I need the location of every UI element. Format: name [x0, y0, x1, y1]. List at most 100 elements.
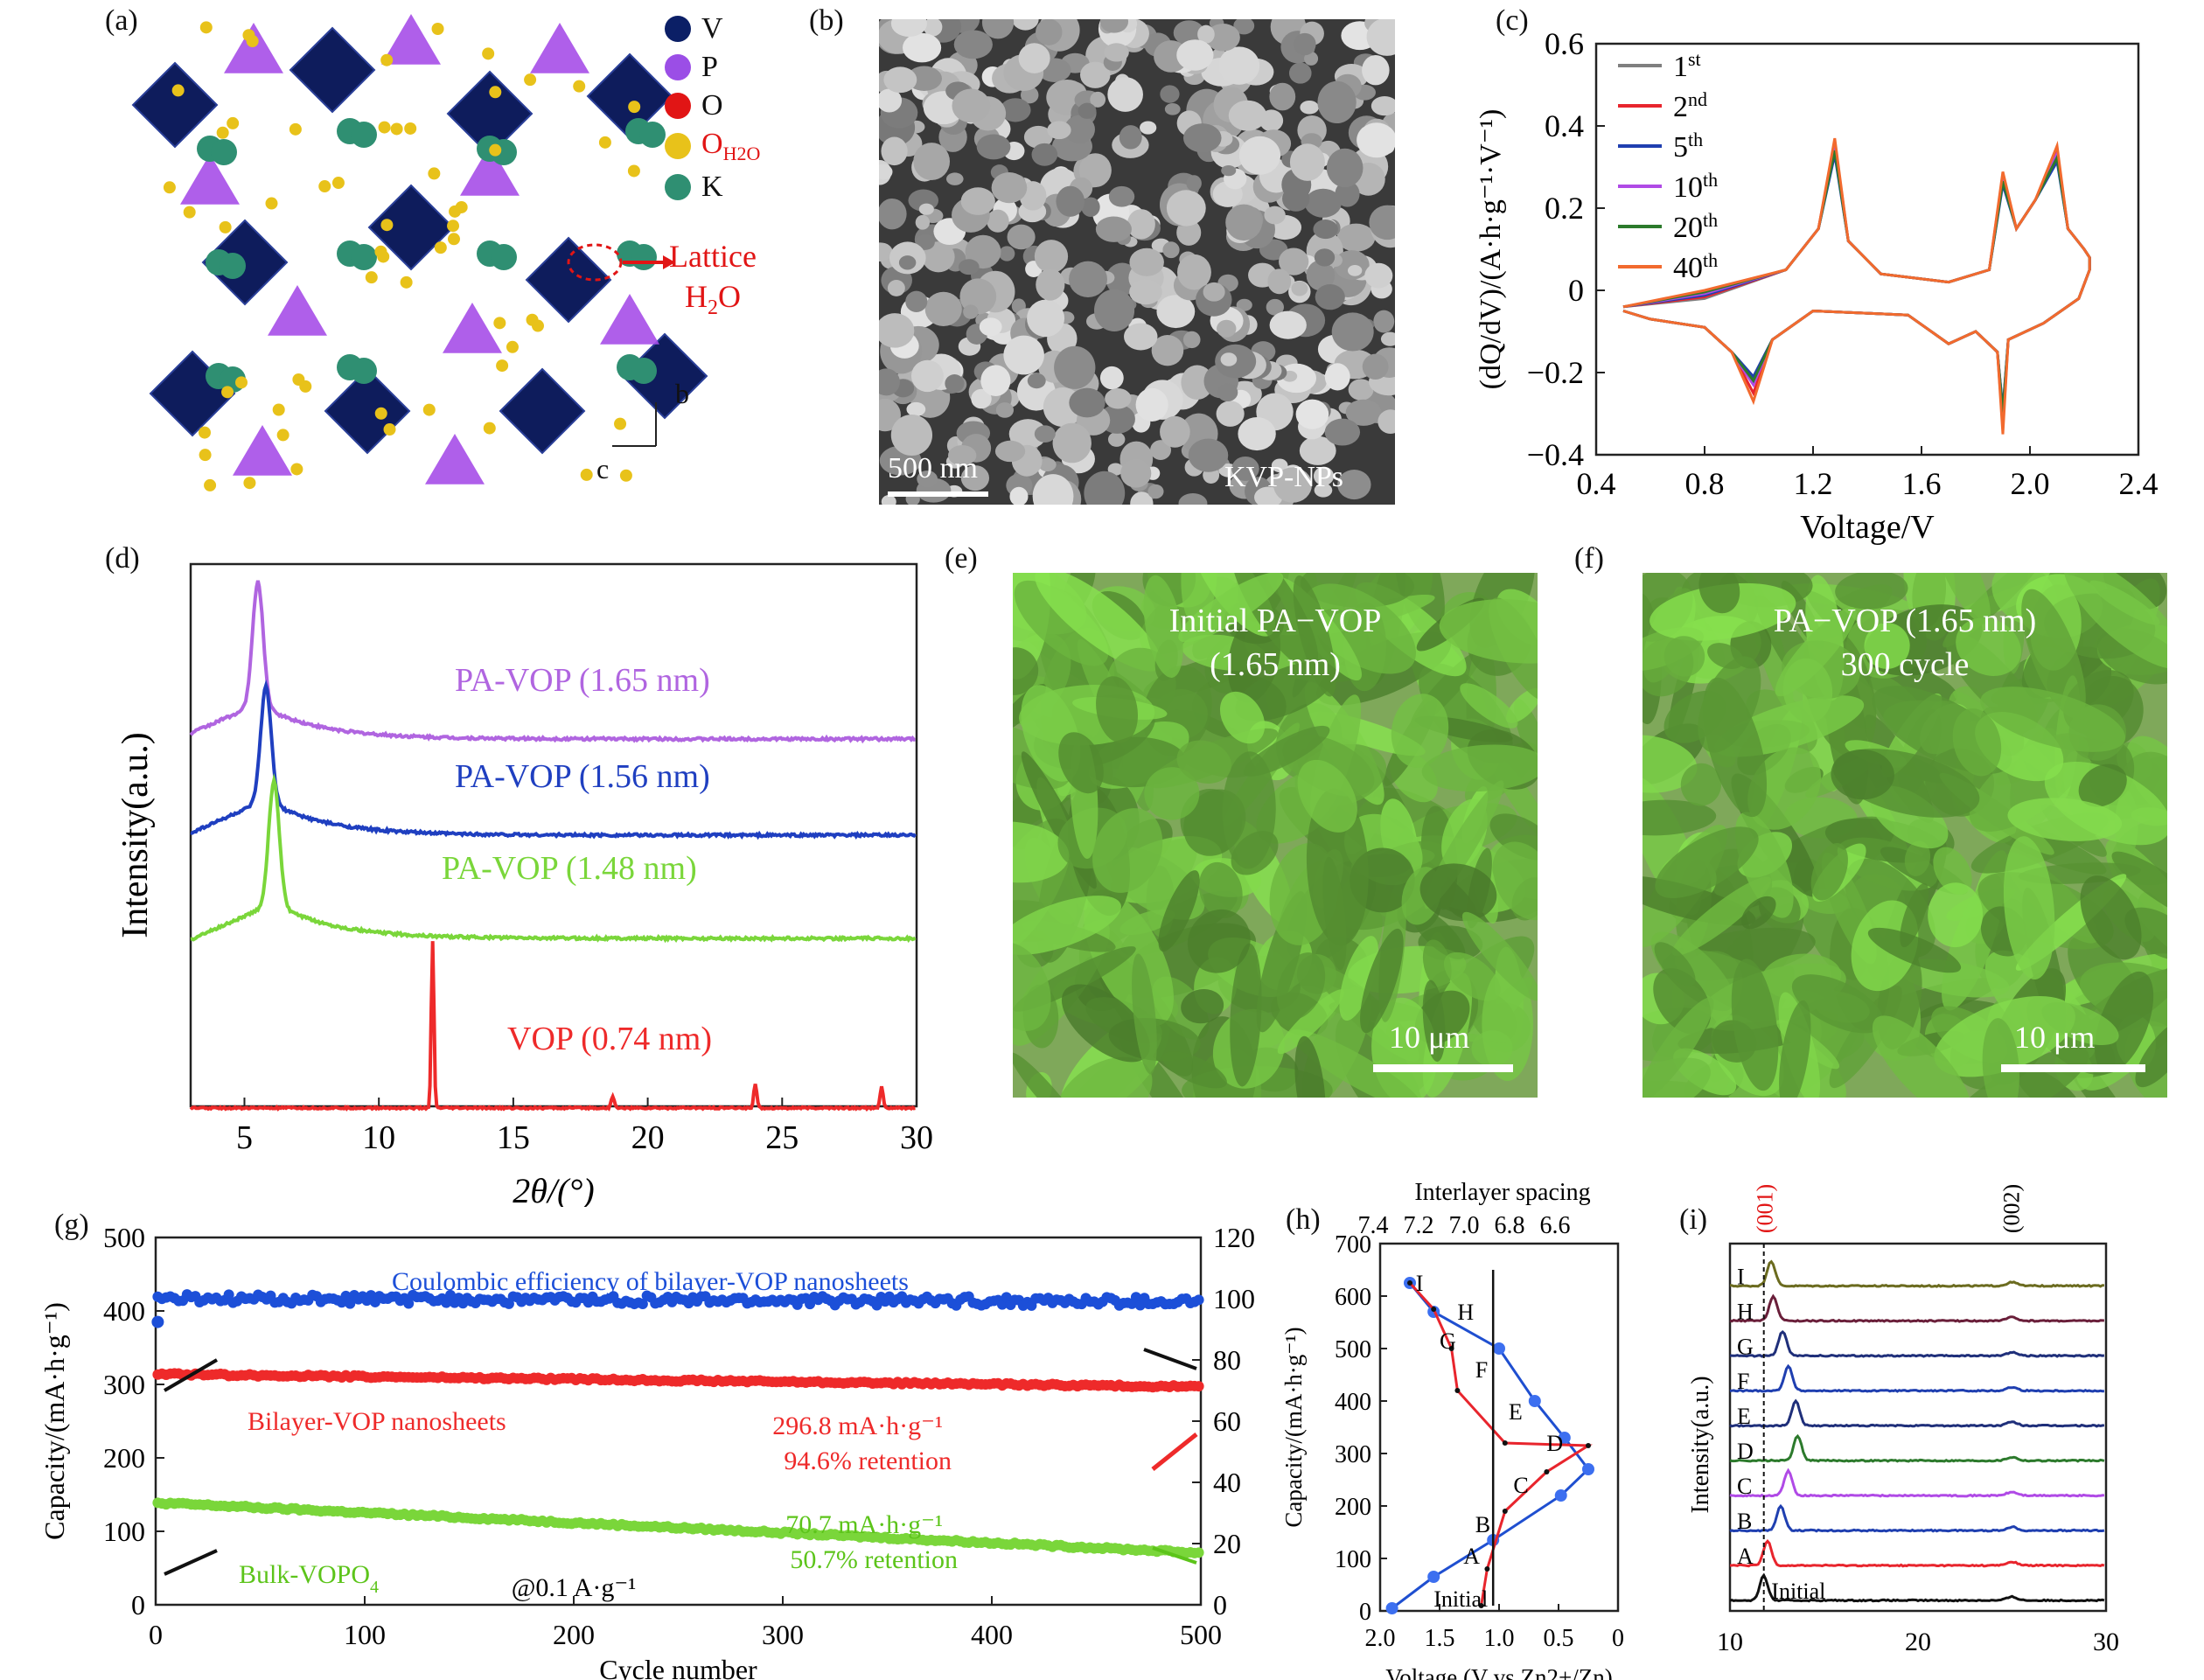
- sem-particle: [1099, 19, 1129, 33]
- sem-particle: [1337, 470, 1371, 500]
- x-axis-label: 2θ/(°): [1887, 1676, 1949, 1680]
- chart-dqdv: 0.4 0.8 1.2 1.6 2.0 2.4 −0.4 −0.2 0 0.2 0.4 0.6 Volt…: [1475, 26, 2159, 546]
- sem-particle: [1197, 24, 1215, 44]
- sem-flake: [1782, 658, 1833, 723]
- panel-b: (b) 500 nm KVP-NPs: [805, 0, 1417, 507]
- sem-flake: [2063, 573, 2167, 669]
- water-oxygen: [447, 233, 460, 246]
- sem-particle: [1216, 401, 1245, 427]
- sem-particle: [879, 313, 915, 348]
- data-point: [223, 1289, 234, 1300]
- y-tick-label: 400: [1335, 1389, 1371, 1416]
- sem-particle: [953, 30, 993, 59]
- sem-flake: [1439, 599, 1538, 664]
- x-tick-label: 15: [497, 1119, 530, 1156]
- water-oxygen: [235, 376, 248, 389]
- scalebar-label: 10 μm: [1389, 1020, 1470, 1055]
- sem-flake: [1132, 953, 1157, 1075]
- water-oxygen: [219, 220, 232, 234]
- sem-particle: [1314, 248, 1336, 267]
- water-oxygen: [506, 340, 519, 353]
- sem-flake: [1698, 573, 1740, 614]
- sem-particle: [915, 214, 931, 230]
- sem-flake: [1056, 1056, 1153, 1098]
- sem-particle: [1078, 153, 1112, 188]
- y-axis-label: (dQ/dV)/(A·h·g⁻¹·V⁻¹): [1475, 109, 1507, 390]
- vo6-octahedron: [289, 26, 376, 114]
- sem-particle: [1081, 197, 1100, 217]
- sem-particle: [917, 471, 938, 488]
- annotation: @0.1 A·g⁻¹: [512, 1573, 636, 1602]
- sem-flake: [1181, 988, 1224, 1024]
- water-oxygen: [493, 317, 506, 330]
- k-ion: [351, 122, 377, 148]
- sem-image-initial: Initial PA−VOP (1.65 nm) 10 μm: [1013, 573, 1538, 1098]
- sem-particle: [1176, 220, 1202, 246]
- data-point: [637, 1299, 648, 1310]
- k-ion: [211, 139, 237, 165]
- sem-flake: [1339, 936, 1379, 1021]
- sem-flake: [1219, 691, 1266, 744]
- legend-label: 10th: [1673, 169, 1718, 205]
- sem-particle: [1140, 121, 1157, 135]
- panel-a-label: (a): [105, 4, 138, 37]
- sem-flake: [1013, 896, 1121, 955]
- sem-particle: [980, 365, 1011, 397]
- legend-k: K: [665, 171, 760, 204]
- vo6-octahedron: [131, 61, 219, 149]
- sem-particle: [945, 374, 965, 393]
- sem-particle: [1238, 136, 1281, 175]
- water-oxygen: [434, 241, 447, 254]
- sem-particle: [918, 203, 934, 215]
- po4-tetrahedron: [233, 425, 292, 476]
- panel-g: (g) 0 100 200 300 400 500 0 100 200 300 400 500 0 20 4…: [0, 1189, 1277, 1680]
- x-top-tick-label: 7.0: [1449, 1212, 1480, 1239]
- sem-particle: [1079, 61, 1111, 88]
- water-oxygen: [598, 136, 611, 149]
- sem-f-title: PA−VOP (1.65 nm): [1773, 603, 2037, 639]
- sem-flake: [1482, 966, 1533, 1081]
- sem-particle: [1186, 175, 1202, 192]
- y-tick-label-right: 60: [1213, 1405, 1241, 1437]
- k-ion: [351, 244, 377, 270]
- chart-xrd-insitu: 10 20 30 2θ/(°) Intensity(a.u.) Initial ABCDEF…: [1687, 1184, 2119, 1680]
- sem-particle: [1380, 331, 1395, 346]
- sem-particle: [1095, 216, 1132, 242]
- po4-tetrahedron: [600, 294, 659, 345]
- sem-particle: [1331, 312, 1374, 352]
- sem-flake: [1443, 952, 1501, 1001]
- sem-particle: [1151, 334, 1184, 366]
- sem-particle: [1160, 85, 1180, 103]
- sem-particle: [1369, 205, 1395, 240]
- water-oxygen: [614, 417, 627, 430]
- sem-particle: [1313, 220, 1338, 240]
- sem-flake: [1791, 974, 1884, 1034]
- sem-flake: [1982, 1018, 2019, 1098]
- sem-particle: [1217, 383, 1238, 401]
- x-tick-label: 10: [362, 1119, 395, 1156]
- sem-particle: [1166, 190, 1206, 227]
- y-tick-label: 300: [103, 1369, 145, 1400]
- water-oxygen: [619, 469, 632, 482]
- sem-particle: [1052, 422, 1092, 464]
- water-oxygen: [489, 86, 502, 99]
- water-oxygen: [390, 122, 403, 136]
- sem-image-cycled: PA−VOP (1.65 nm) 300 cycle 10 μm: [1643, 573, 2167, 1098]
- vo6-octahedron: [367, 184, 455, 271]
- sem-particle: [1093, 289, 1135, 331]
- po4-tetrahedron: [425, 434, 485, 484]
- xrd-series-line: [1729, 1293, 2104, 1323]
- axis-b-label: b: [675, 378, 689, 409]
- peak-label: (002): [1999, 1184, 2025, 1233]
- xrd-series-line: [190, 773, 917, 944]
- water-oxygen: [627, 164, 640, 178]
- x-tick-label: 0.5: [1544, 1625, 1574, 1652]
- x-tick-label: 2.0: [2011, 466, 2050, 501]
- sem-flake: [1698, 656, 1761, 753]
- sem-flake: [1933, 847, 1972, 896]
- water-oxygen: [331, 177, 345, 190]
- sem-flake: [1144, 767, 1200, 820]
- y-tick-label-right: 0: [1213, 1589, 1227, 1621]
- y-tick-label: 300: [1335, 1441, 1371, 1468]
- series-label: PA-VOP (1.48 nm): [442, 850, 697, 887]
